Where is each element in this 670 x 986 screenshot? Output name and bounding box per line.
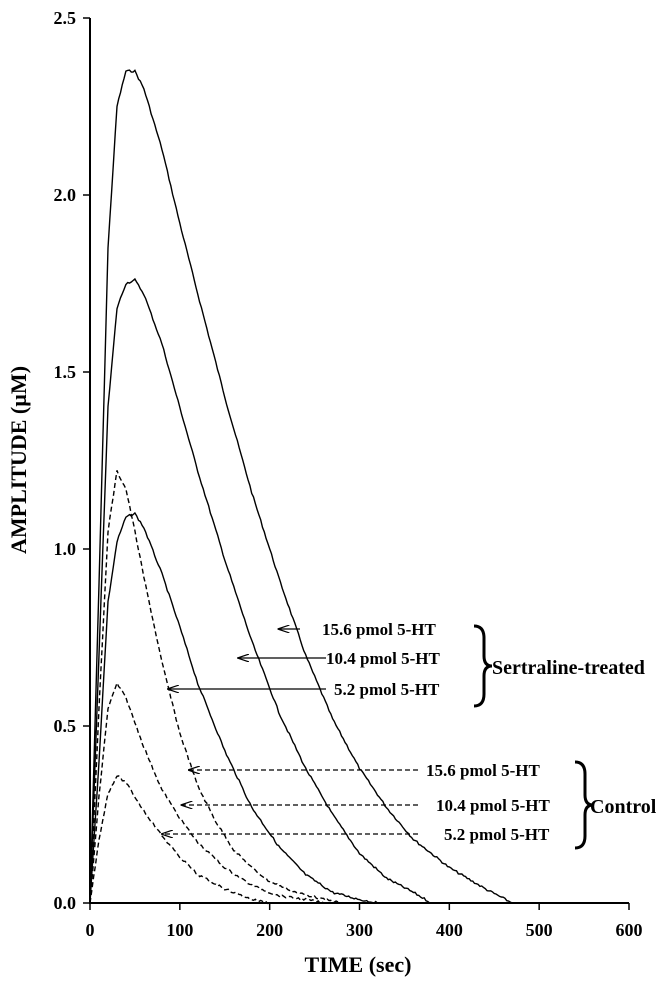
series-line	[89, 681, 325, 905]
x-tick-label: 400	[436, 920, 463, 940]
y-axis-label: AMPLITUDE (µM)	[6, 366, 31, 554]
series-line	[89, 69, 513, 904]
group-label: Control	[590, 796, 657, 818]
annotation-label: 10.4 pmol 5-HT	[326, 649, 440, 668]
series-line	[89, 775, 270, 905]
group-brace	[473, 624, 493, 708]
x-tick-label: 300	[346, 920, 373, 940]
y-tick-label: 1.0	[54, 539, 77, 559]
x-axis-label: TIME (sec)	[305, 952, 412, 977]
x-tick-label: 0	[86, 920, 95, 940]
annotation-label: 5.2 pmol 5-HT	[334, 680, 440, 699]
annotation-label: 10.4 pmol 5-HT	[436, 796, 550, 815]
annotations: 15.6 pmol 5-HT 10.4 pmol 5-HT 5.2 pmol 5-H…	[162, 620, 657, 850]
x-tick-label: 500	[526, 920, 553, 940]
series-line	[89, 277, 432, 904]
ticks: 0 100 200 300 400 500 600 0.0 0.5 1.0 1.5 2.0 2.5	[54, 8, 643, 940]
y-tick-label: 1.5	[54, 362, 77, 382]
series-lines	[89, 69, 513, 905]
x-tick-label: 200	[256, 920, 283, 940]
annotation-label: 15.6 pmol 5-HT	[426, 761, 540, 780]
y-tick-label: 2.0	[54, 185, 77, 205]
series-line	[89, 470, 342, 904]
x-tick-label: 100	[166, 920, 193, 940]
y-tick-label: 2.5	[54, 8, 77, 28]
annotation-label: 5.2 pmol 5-HT	[444, 825, 550, 844]
x-tick-label: 600	[616, 920, 643, 940]
y-tick-label: 0.5	[54, 716, 77, 736]
group-label: Sertraline-treated	[492, 657, 645, 679]
group-brace	[574, 760, 594, 850]
series-line	[89, 511, 378, 905]
y-tick-label: 0.0	[54, 893, 77, 913]
annotation-label: 15.6 pmol 5-HT	[322, 620, 436, 639]
